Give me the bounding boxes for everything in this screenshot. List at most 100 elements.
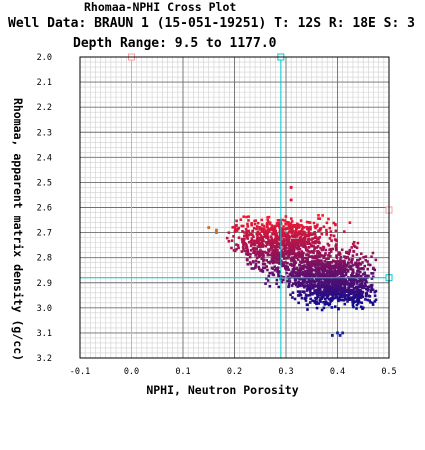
scatter-point — [270, 257, 274, 261]
scatter-point — [355, 279, 359, 283]
scatter-point — [301, 227, 304, 231]
scatter-point — [315, 296, 319, 299]
scatter-point — [233, 225, 237, 228]
scatter-point — [282, 278, 285, 282]
scatter-point — [332, 221, 336, 225]
scatter-point — [346, 296, 350, 299]
scatter-point — [319, 227, 323, 230]
scatter-point — [359, 296, 363, 299]
scatter-point — [305, 281, 309, 284]
scatter-point — [370, 286, 374, 290]
scatter-point — [253, 222, 257, 226]
scatter-point — [306, 303, 309, 307]
scatter-point — [269, 260, 273, 264]
scatter-point — [344, 265, 348, 268]
scatter-point — [325, 271, 329, 274]
scatter-point — [255, 247, 259, 251]
scatter-point — [356, 302, 360, 305]
scatter-point — [366, 288, 370, 292]
scatter-point — [306, 227, 309, 231]
scatter-point — [295, 232, 298, 236]
scatter-point — [337, 277, 341, 280]
scatter-point — [322, 256, 326, 259]
scatter-point — [309, 297, 312, 301]
scatter-point — [317, 237, 320, 241]
scatter-point — [334, 278, 337, 281]
scatter-point — [320, 275, 323, 278]
scatter-point — [355, 253, 359, 256]
scatter-point — [302, 256, 306, 260]
scatter-point — [334, 229, 338, 233]
scatter-point — [311, 277, 314, 281]
scatter-point — [312, 241, 316, 244]
scatter-point — [264, 230, 268, 233]
scatter-point — [298, 239, 302, 243]
scatter-point — [249, 253, 252, 256]
scatter-point — [350, 258, 354, 262]
scatter-point — [289, 222, 293, 225]
scatter-point — [283, 245, 287, 249]
scatter-point — [334, 223, 337, 227]
scatter-point — [321, 214, 324, 217]
scatter-point — [320, 285, 323, 289]
scatter-point — [290, 275, 294, 278]
scatter-point — [322, 225, 326, 229]
scatter-point — [342, 289, 346, 292]
scatter-point — [296, 285, 299, 288]
scatter-point — [267, 253, 271, 257]
scatter-point — [347, 265, 351, 269]
scatter-point — [282, 242, 286, 245]
scatter-point — [285, 233, 289, 237]
scatter-point — [355, 262, 359, 266]
scatter-point — [318, 255, 321, 259]
scatter-point — [293, 235, 297, 239]
scatter-point — [292, 239, 296, 243]
scatter-point — [360, 293, 364, 297]
scatter-point — [273, 232, 276, 236]
scatter-point — [362, 284, 366, 288]
scatter-point — [277, 223, 280, 226]
scatter-point — [359, 305, 363, 309]
scatter-point — [346, 270, 350, 273]
scatter-point — [307, 231, 311, 234]
scatter-point — [247, 215, 250, 218]
scatter-point — [334, 266, 338, 269]
scatter-point — [304, 246, 308, 250]
scatter-point — [253, 249, 256, 252]
scatter-point — [313, 225, 317, 228]
scatter-point — [350, 279, 353, 283]
scatter-point — [349, 267, 352, 271]
scatter-point — [318, 229, 322, 232]
scatter-point — [303, 238, 306, 241]
scatter-point — [371, 267, 375, 271]
scatter-point — [327, 303, 331, 307]
scatter-point — [236, 244, 240, 247]
scatter-point — [246, 258, 249, 262]
scatter-point — [313, 256, 317, 260]
scatter-point — [313, 281, 316, 284]
scatter-point — [257, 242, 261, 246]
scatter-point — [334, 281, 338, 285]
scatter-point — [283, 227, 287, 231]
scatter-point — [288, 276, 292, 280]
scatter-point — [306, 284, 310, 287]
scatter-point — [317, 268, 321, 271]
scatter-point — [285, 241, 289, 245]
scatter-point — [326, 293, 330, 297]
scatter-point — [326, 284, 329, 287]
scatter-point — [278, 225, 281, 229]
scatter-point — [316, 282, 320, 286]
scatter-point — [235, 223, 238, 227]
scatter-point — [315, 300, 319, 304]
y-tick-label: 3.0 — [37, 304, 52, 314]
scatter-point — [262, 239, 265, 243]
scatter-point — [320, 297, 324, 300]
scatter-point — [320, 268, 324, 272]
scatter-point — [273, 260, 276, 264]
scatter-point — [300, 283, 304, 287]
scatter-point — [314, 263, 317, 267]
scatter-point — [324, 290, 327, 294]
scatter-point — [288, 229, 292, 233]
scatter-point — [245, 229, 249, 233]
scatter-point — [323, 259, 327, 263]
